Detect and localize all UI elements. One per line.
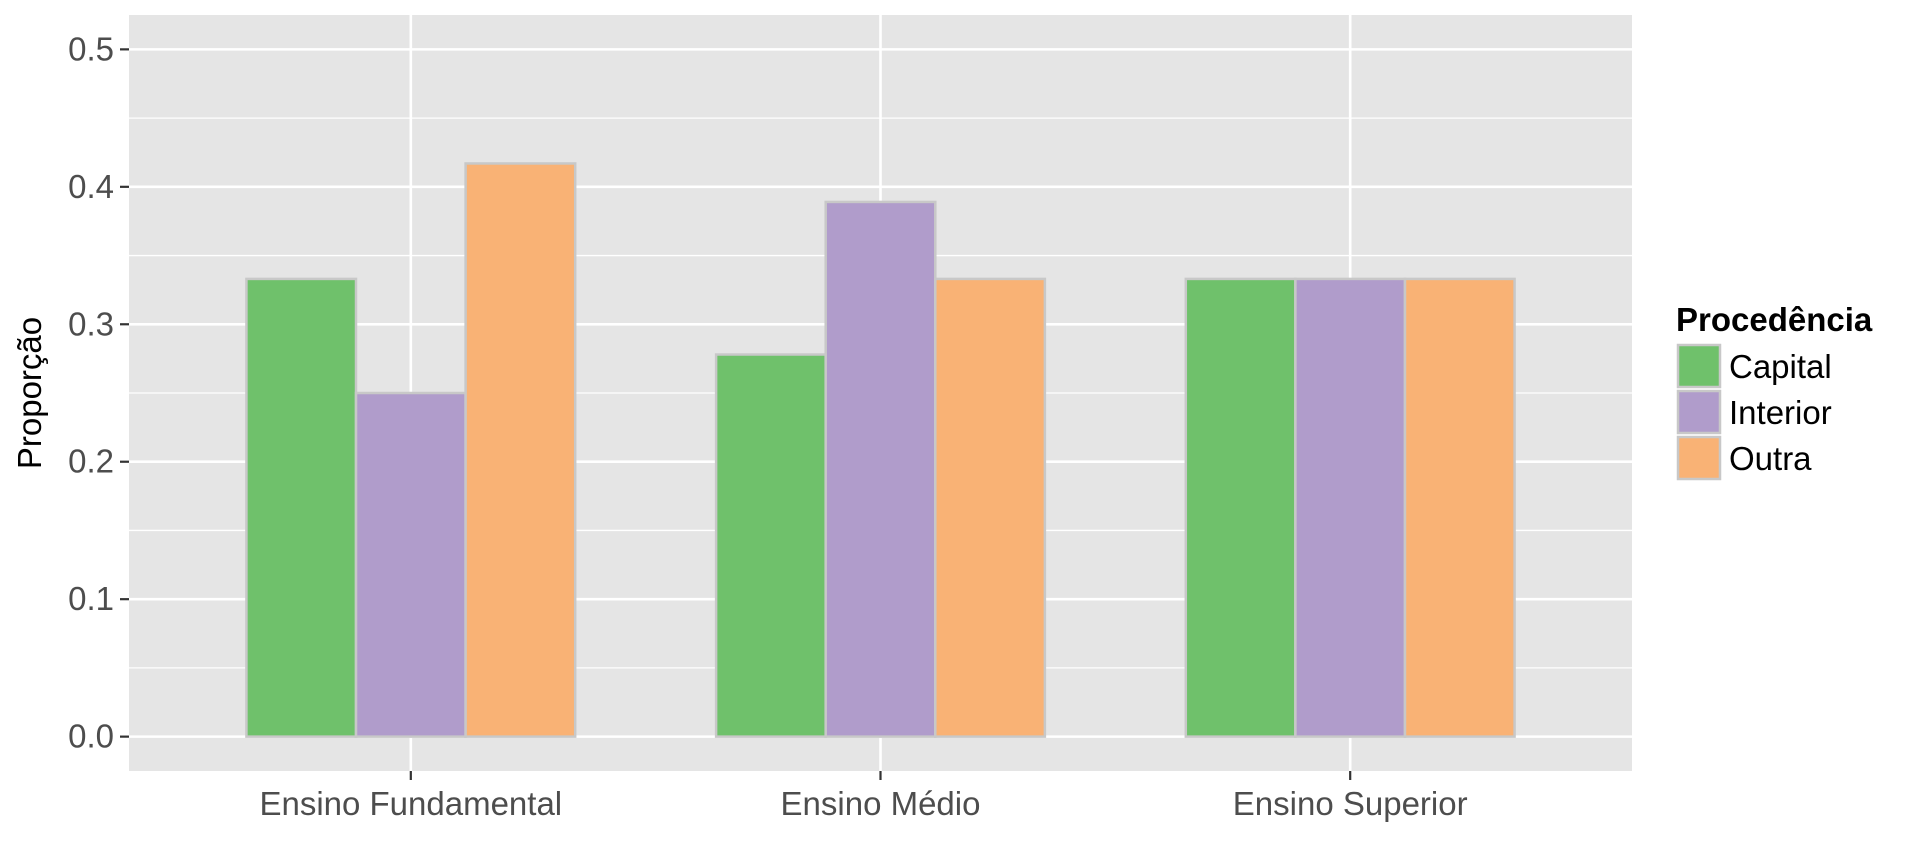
legend-label-interior: Interior (1729, 394, 1832, 431)
legend-label-outra: Outra (1729, 440, 1812, 477)
legend-swatch-outra (1676, 435, 1722, 481)
legend: Procedência Capital Interior Outra (1676, 301, 1873, 481)
x-tick-label: Ensino Fundamental (259, 785, 562, 822)
legend-title: Procedência (1676, 301, 1873, 338)
y-tick-label: 0.1 (68, 580, 114, 617)
y-axis-title: Proporção (11, 317, 48, 469)
y-tick-label: 0.2 (68, 443, 114, 480)
bar-outra (934, 277, 1047, 738)
bar-capital (714, 353, 827, 738)
x-axis: Ensino Fundamental Ensino Médio Ensino Sup… (259, 771, 1468, 822)
x-tick-label: Ensino Médio (781, 785, 981, 822)
y-tick-label: 0.5 (68, 30, 114, 67)
bar-interior (1294, 277, 1407, 738)
x-tick-label: Ensino Superior (1233, 785, 1468, 822)
y-tick-label: 0.3 (68, 305, 114, 342)
y-tick-label: 0.0 (68, 718, 114, 755)
bar-interior (824, 200, 937, 738)
bar-capital (245, 277, 358, 738)
bar-outra (464, 162, 577, 738)
legend-label-capital: Capital (1729, 348, 1832, 385)
y-tick-label: 0.4 (68, 168, 114, 205)
legend-swatch-interior (1676, 389, 1722, 435)
y-axis: 0.0 0.1 0.2 0.3 0.4 0.5 (68, 30, 129, 755)
bar-outra (1403, 277, 1516, 738)
legend-swatch-capital (1676, 343, 1722, 389)
bars (245, 162, 1516, 738)
bar-interior (354, 391, 467, 738)
bar-capital (1184, 277, 1297, 738)
